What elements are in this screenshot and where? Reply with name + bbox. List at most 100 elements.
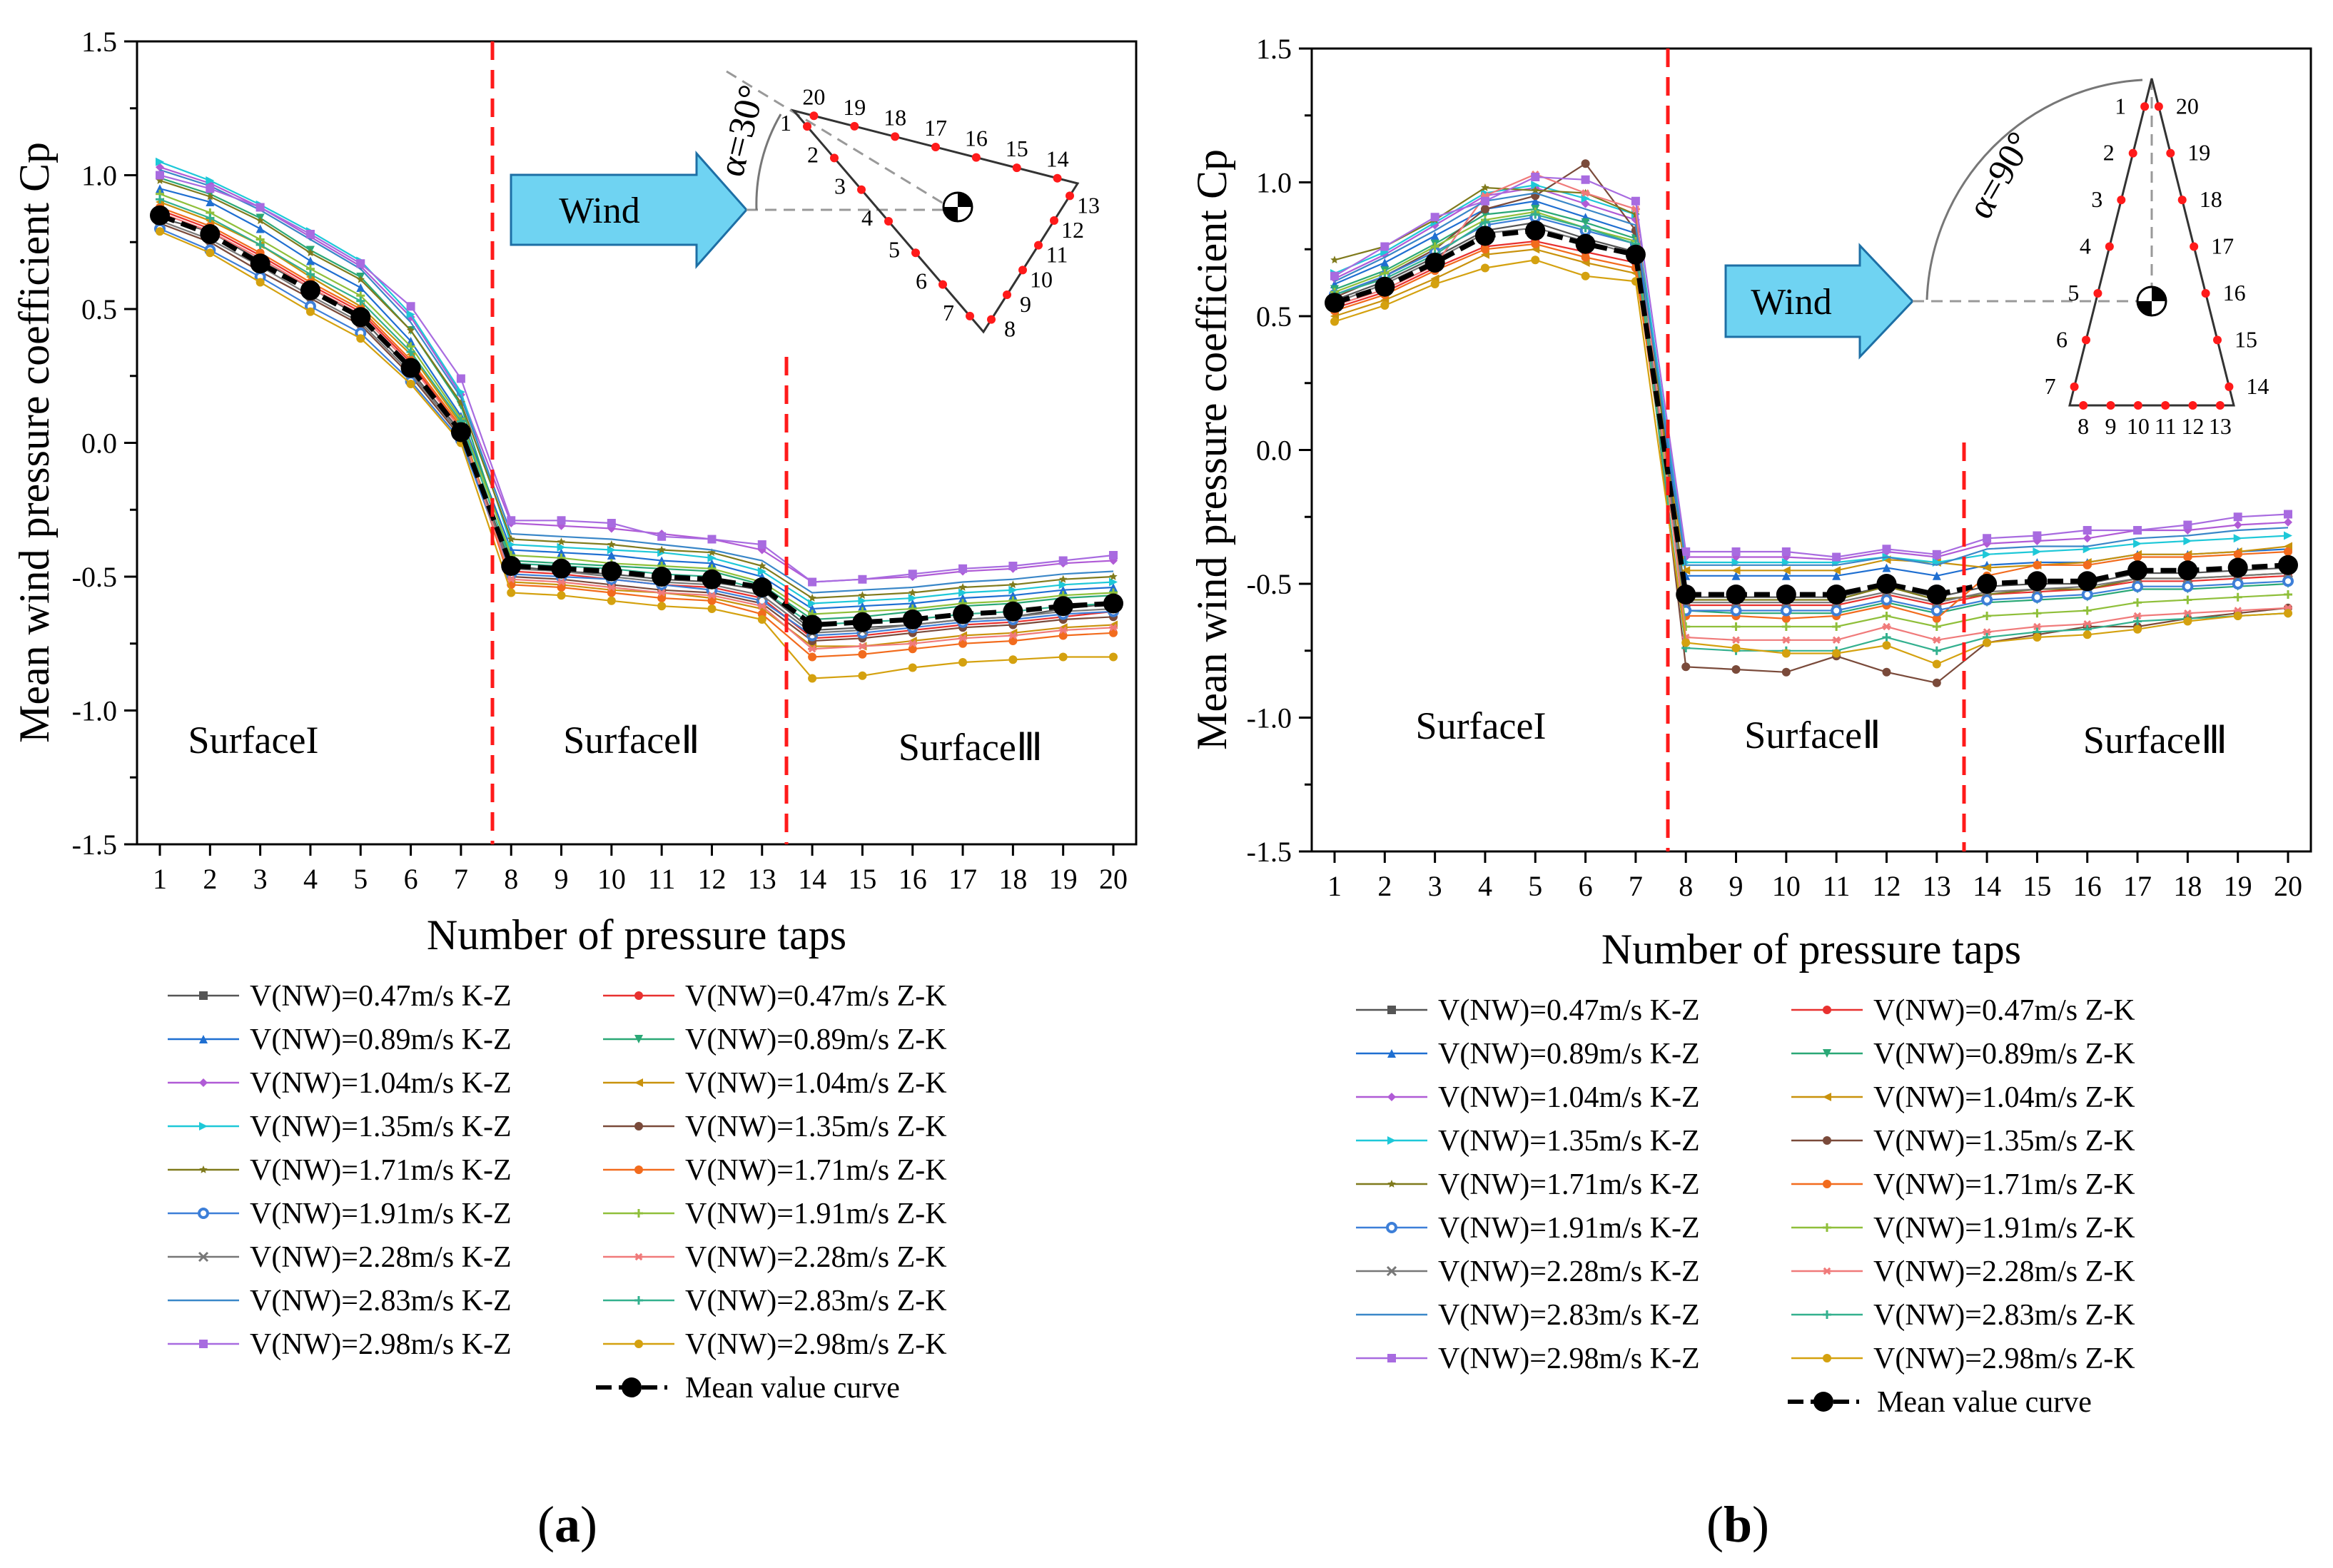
panel-a-legend-item: V(NW)=0.89m/s Z-K (603, 1023, 947, 1056)
panel-b-inset-tap-number: 17 (2211, 233, 2234, 259)
panel-b-data-point (2233, 520, 2242, 530)
panel-b-data-point (1430, 280, 1439, 288)
panel-b-data-point (2081, 589, 2093, 600)
panel-b-label: (b) (1706, 1496, 1769, 1553)
panel-b-inset-tap (2140, 102, 2150, 111)
panel-b-legend-marker (1823, 1093, 1831, 1101)
panel-a-inset-tap-number: 2 (807, 141, 819, 167)
panel-b-legend-label: V(NW)=1.04m/s K-Z (1438, 1081, 1700, 1114)
panel-a-data-point (557, 591, 566, 600)
panel-a-data-point (255, 241, 265, 249)
panel-a-legend-label: V(NW)=0.89m/s Z-K (685, 1023, 947, 1056)
panel-a-data-point (206, 192, 214, 201)
panel-a-mean-point (751, 577, 772, 597)
panel-b-x-tick-label: 12 (1872, 870, 1901, 902)
panel-a-data-point (657, 556, 667, 565)
panel-a-data-point (156, 227, 164, 236)
panel-a-data-point (757, 540, 766, 549)
panel-b-data-point (1731, 571, 1741, 580)
panel-b-data-point (1581, 218, 1590, 227)
panel-a-data-point (607, 551, 616, 560)
panel-a-surface-2-label: SurfaceⅡ (563, 719, 699, 762)
panel-b-mean-point (1474, 226, 1495, 246)
panel-a-legend-item: V(NW)=1.91m/s Z-K (603, 1198, 947, 1230)
panel-a-y-tick-label: 1.0 (81, 160, 117, 192)
panel-b-legend-marker (1823, 1006, 1831, 1014)
panel-b-inset-tap-number: 8 (2078, 413, 2089, 439)
panel-b-data-point (1731, 547, 1741, 556)
panel-b-triangle-outline (2068, 78, 2235, 407)
panel-a-inset-tap-number: 20 (802, 84, 825, 109)
panel-b-data-point (2132, 580, 2144, 592)
panel-a-inset-diagram: Wind α=30° 12345678910111213141516171819… (510, 70, 1100, 342)
panel-b-mean-point (1424, 253, 1445, 273)
panel-b-x-tick-label: 13 (1923, 870, 1951, 902)
panel-b-inset-tap-number: 11 (2155, 413, 2177, 439)
panel-a-legend-label: V(NW)=1.35m/s K-Z (250, 1111, 512, 1143)
panel-b-data-point (1581, 253, 1590, 262)
panel-b-inset-tap (2154, 102, 2163, 111)
panel-a-inset-tap-number: 12 (1061, 217, 1084, 243)
panel-a-data-point (1008, 562, 1018, 570)
panel-a-data-point (808, 605, 817, 613)
panel-a-data-point (808, 652, 817, 662)
panel-b-inset-tap-number: 10 (2127, 413, 2150, 439)
panel-b-inset-tap-number: 1 (2115, 93, 2126, 118)
panel-b-data-point (2284, 517, 2292, 527)
panel-b-inset-tap (2161, 401, 2170, 410)
panel-a-series-line (159, 222, 1114, 642)
panel-a-legend-item: V(NW)=2.28m/s Z-K (603, 1241, 947, 1274)
panel-b-data-point (2133, 526, 2142, 535)
panel-a-data-point (908, 639, 917, 648)
panel-a-data-point (808, 577, 817, 587)
panel-b-mean-point (1325, 293, 1345, 313)
panel-b-data-point (2083, 534, 2092, 543)
panel-b-series-line (1334, 240, 2289, 607)
panel-a-y-tick-label: -0.5 (72, 561, 117, 593)
panel-b-x-tick-label: 6 (1579, 870, 1593, 902)
panel-b-legend-marker (1387, 1136, 1396, 1145)
panel-a-data-point (1109, 583, 1118, 592)
panel-b-data-point (1781, 571, 1791, 580)
panel-a-data-point (356, 296, 365, 305)
panel-b-legend-label: V(NW)=1.35m/s Z-K (1873, 1125, 2135, 1158)
panel-a-legend-item: V(NW)=2.83m/s Z-K (603, 1285, 947, 1317)
panel-a-inset-tap (1053, 173, 1062, 183)
panel-b-inset-tap (2128, 148, 2137, 158)
panel-a-legend-label: V(NW)=0.47m/s Z-K (685, 980, 947, 1013)
panel-a-data-point (858, 591, 867, 600)
panel-b-legend-label: V(NW)=2.83m/s Z-K (1873, 1299, 2135, 1332)
panel-b-x-tick-label: 7 (1629, 870, 1643, 902)
panel-a-legend-item: V(NW)=2.98m/s Z-K (603, 1328, 947, 1361)
panel-b-data-point (1781, 614, 1791, 623)
panel-a-inset-tap (857, 185, 866, 194)
panel-a-mean-line (158, 213, 1114, 628)
panel-a-series-line (159, 174, 1114, 583)
panel-b-legend-item: V(NW)=1.35m/s Z-K (1791, 1125, 2135, 1158)
panel-b-data-point (2233, 550, 2242, 559)
panel-a-data-point (808, 644, 817, 653)
panel-a-legend-label: V(NW)=1.91m/s Z-K (685, 1198, 947, 1230)
panel-b-data-point (1832, 636, 1841, 644)
panel-a-mean-point (601, 561, 622, 582)
panel-b-data-point (1781, 649, 1791, 658)
panel-b-data-point (2183, 617, 2192, 626)
panel-b-legend-marker (1823, 1049, 1831, 1058)
panel-a-data-point (958, 658, 968, 667)
panel-b-data-point (2232, 578, 2244, 590)
panel-b-data-point (1882, 545, 1891, 554)
panel-a-data-point (507, 535, 515, 543)
panel-a-legend-marker (634, 1296, 643, 1305)
panel-a-legend-item: V(NW)=0.89m/s K-Z (168, 1023, 512, 1056)
panel-b-mean-point (1525, 221, 1546, 241)
panel-a-data-point (657, 532, 667, 541)
panel-b-x-tick-label: 17 (2123, 870, 2152, 902)
panel-a-x-tick-label: 4 (303, 863, 318, 895)
panel-b-mean-point (2177, 560, 2198, 581)
panel-b-data-point (1832, 571, 1841, 580)
panel-a-data-point (1008, 591, 1018, 600)
panel-a-inset-tap-number: 16 (965, 126, 988, 151)
panel-a-series-2 (156, 184, 1118, 613)
panel-a-inset-tap-number: 3 (834, 173, 846, 199)
